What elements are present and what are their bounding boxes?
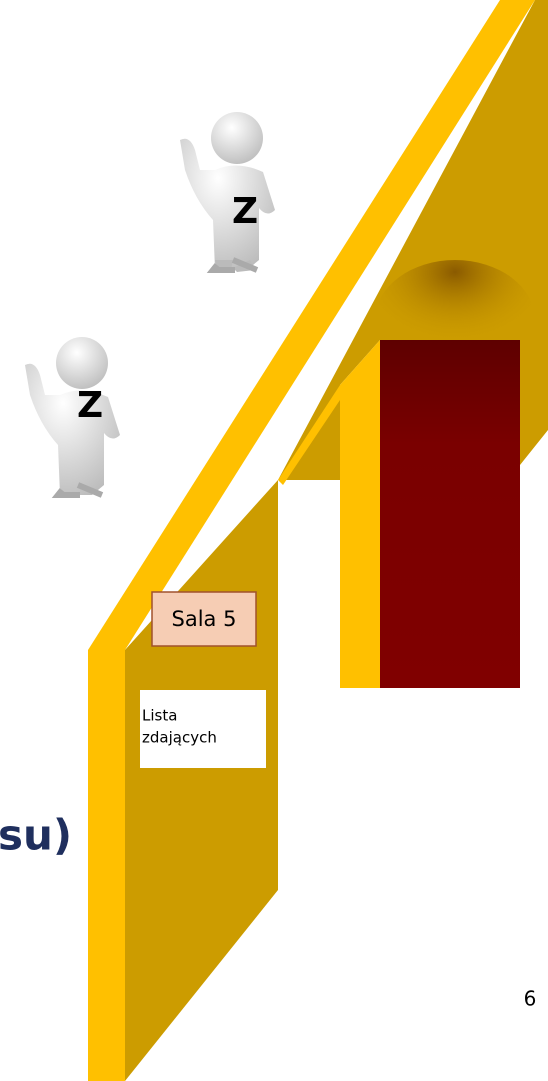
list-text: Lista xyxy=(142,707,177,725)
wall-edge xyxy=(88,650,125,1081)
page-number: 6 xyxy=(524,987,537,1011)
sign-text: Sala 5 xyxy=(172,607,237,631)
figure-label: Z xyxy=(232,191,258,232)
figure: Z xyxy=(25,337,120,495)
door-jamb xyxy=(340,340,380,688)
title-fragment: su) xyxy=(0,811,72,860)
figure: Z xyxy=(180,112,275,272)
slide: Z Z Sala 5 Lista zdających su) 6 xyxy=(0,0,548,1081)
door xyxy=(380,340,520,688)
figure-label: Z xyxy=(77,385,103,426)
list-text: zdających xyxy=(142,729,217,747)
